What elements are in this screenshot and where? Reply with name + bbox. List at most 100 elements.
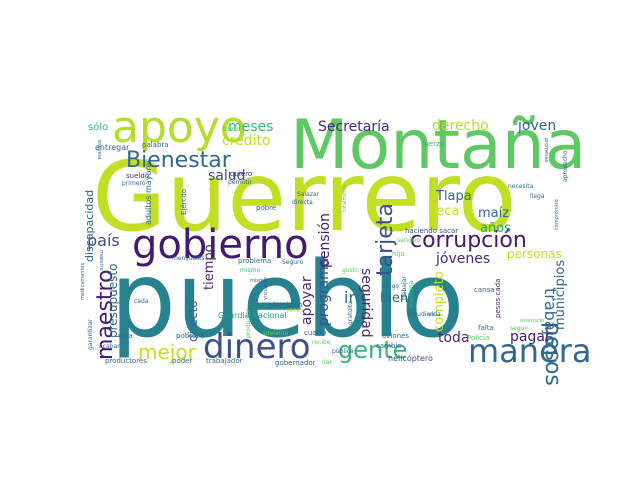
word-recibe: recibe xyxy=(312,339,331,346)
word-seguro: Seguro xyxy=(282,259,303,266)
word-maestro-small: maestro xyxy=(98,250,104,271)
word-jovenes: jóvenes xyxy=(435,251,490,267)
word-vida: vida xyxy=(428,311,441,318)
word-primero: primero xyxy=(122,180,146,187)
word-apoyo: apoyo xyxy=(112,102,247,153)
word-solo: sólo xyxy=(88,121,108,133)
word-publica: pública xyxy=(332,348,354,355)
word-garantizar: garantizar xyxy=(87,319,94,350)
word-tiempo: tiempo xyxy=(202,244,217,290)
word-salazar: Salazar xyxy=(297,191,320,198)
word-mejor: mejor xyxy=(138,340,197,364)
word-pais: país xyxy=(87,231,120,250)
word-productores: productores xyxy=(105,357,147,365)
word-pobre: pobre xyxy=(256,204,276,212)
word-llega: llega xyxy=(530,193,545,200)
word-pobreza: pobreza xyxy=(176,332,204,340)
word-gratuito: gratuito xyxy=(347,301,354,325)
word-ir: ir xyxy=(344,288,355,307)
word-palabra: palabra xyxy=(142,141,169,149)
word-pagar: pagar xyxy=(510,329,551,345)
word-cansa: cansa xyxy=(474,286,495,294)
word-maestro-vertical: maestro xyxy=(93,269,118,360)
word-beca: beca xyxy=(428,204,459,219)
word-directa: directa xyxy=(292,199,313,206)
word-gente: gente xyxy=(338,336,407,364)
word-gobernador: gobernador xyxy=(275,359,316,367)
word-manera: manera xyxy=(468,332,592,370)
word-veces: veces xyxy=(286,307,303,314)
word-guardia-nacional: Guardia Nacional xyxy=(218,311,287,320)
word-compromiso: compromiso xyxy=(554,199,560,230)
word-estudien: estudien xyxy=(408,311,434,318)
word-cuatro: cuatro xyxy=(304,329,326,337)
word-secretaria: Secretaría xyxy=(318,119,390,135)
word-promesas: promesas xyxy=(543,138,549,163)
word-nivel: nivel xyxy=(222,124,241,133)
word-dar: dar xyxy=(322,359,332,366)
word-gobierno: gobierno xyxy=(132,222,309,268)
word-municipios: municipios xyxy=(553,260,568,330)
word-presupuesto: presupuesto xyxy=(106,264,120,338)
word-mismo: mismo xyxy=(240,267,260,274)
word-bienestar: Bienestar xyxy=(126,148,232,173)
word-apoyar: apoyar xyxy=(299,276,315,325)
word-dinero: dinero xyxy=(203,327,311,367)
word-maiz: maíz xyxy=(478,206,509,221)
word-adelante: adelante xyxy=(262,330,289,337)
word-pension: pensión xyxy=(317,213,333,268)
word-corrupcion: corrupción xyxy=(410,228,527,253)
word-pueblo: pueblo xyxy=(110,239,464,361)
word-poder: poder xyxy=(172,357,192,365)
word-seguridad: seguridad xyxy=(358,268,374,338)
word-trabajar: trabajar xyxy=(401,276,408,300)
word-adultos-mayores: adultos mayores xyxy=(144,158,153,225)
word-haciendo-sacar: haciendo sacar xyxy=(405,227,458,235)
word-montana: Montaña xyxy=(290,106,586,185)
word-aprovecho: aprovecho xyxy=(562,150,569,182)
word-servicio: servicio xyxy=(397,237,420,244)
word-trabajador: trabajador xyxy=(206,357,243,365)
word-totalmente: totalmente xyxy=(342,184,348,212)
word-necesita: necesita xyxy=(508,183,534,190)
word-toda: toda xyxy=(438,330,470,346)
word-personas: personas xyxy=(507,247,562,261)
word-avanzado: avanzado xyxy=(520,318,544,324)
word-escuela: escuela xyxy=(96,140,102,159)
word-falta: falta xyxy=(478,324,494,332)
word-policia: Policía xyxy=(467,334,489,342)
word-productor: productor xyxy=(245,308,252,338)
word-directo: directo xyxy=(186,300,200,342)
word-sueldo: sueldo xyxy=(126,172,149,180)
word-discapacidad: discapacidad xyxy=(83,190,96,262)
word-bien: bien xyxy=(380,291,408,306)
word-fuerza: fuerza xyxy=(422,140,444,148)
word-medicina: medicina xyxy=(408,280,415,308)
word-completo: completo xyxy=(432,271,447,332)
word-salud: salud xyxy=(208,168,246,184)
word-programa: programa xyxy=(316,258,332,326)
word-helicoptero: helicóptero xyxy=(388,353,433,363)
word-visitando: visitando xyxy=(263,277,269,300)
word-seguir: seguir xyxy=(510,325,529,332)
word-gusto: gusto xyxy=(342,267,359,274)
word-acabar: acabar xyxy=(99,343,120,350)
word-derecho: derecho xyxy=(432,118,489,134)
word-quiero: quiero xyxy=(230,170,252,178)
word-anos: años xyxy=(480,221,511,236)
word-pequenos: pequeños xyxy=(209,181,216,210)
word-medicamentos: medicamentos xyxy=(80,263,86,300)
word-credito: crédito xyxy=(222,133,271,149)
word-viva: viva xyxy=(118,332,133,340)
word-pesos-cada: pesos cada xyxy=(494,279,502,318)
word-pesos: pesos xyxy=(540,322,565,386)
word-siembren: siembren xyxy=(270,301,303,309)
word-mismo-small: mismo xyxy=(250,278,267,284)
word-trabajo: trabajo xyxy=(541,288,560,345)
word-hijo: hijo xyxy=(392,250,405,258)
word-joven: joven xyxy=(517,118,556,134)
word-tarjeta: tarjeta xyxy=(373,203,398,276)
word-permitir: permitir xyxy=(228,179,252,186)
